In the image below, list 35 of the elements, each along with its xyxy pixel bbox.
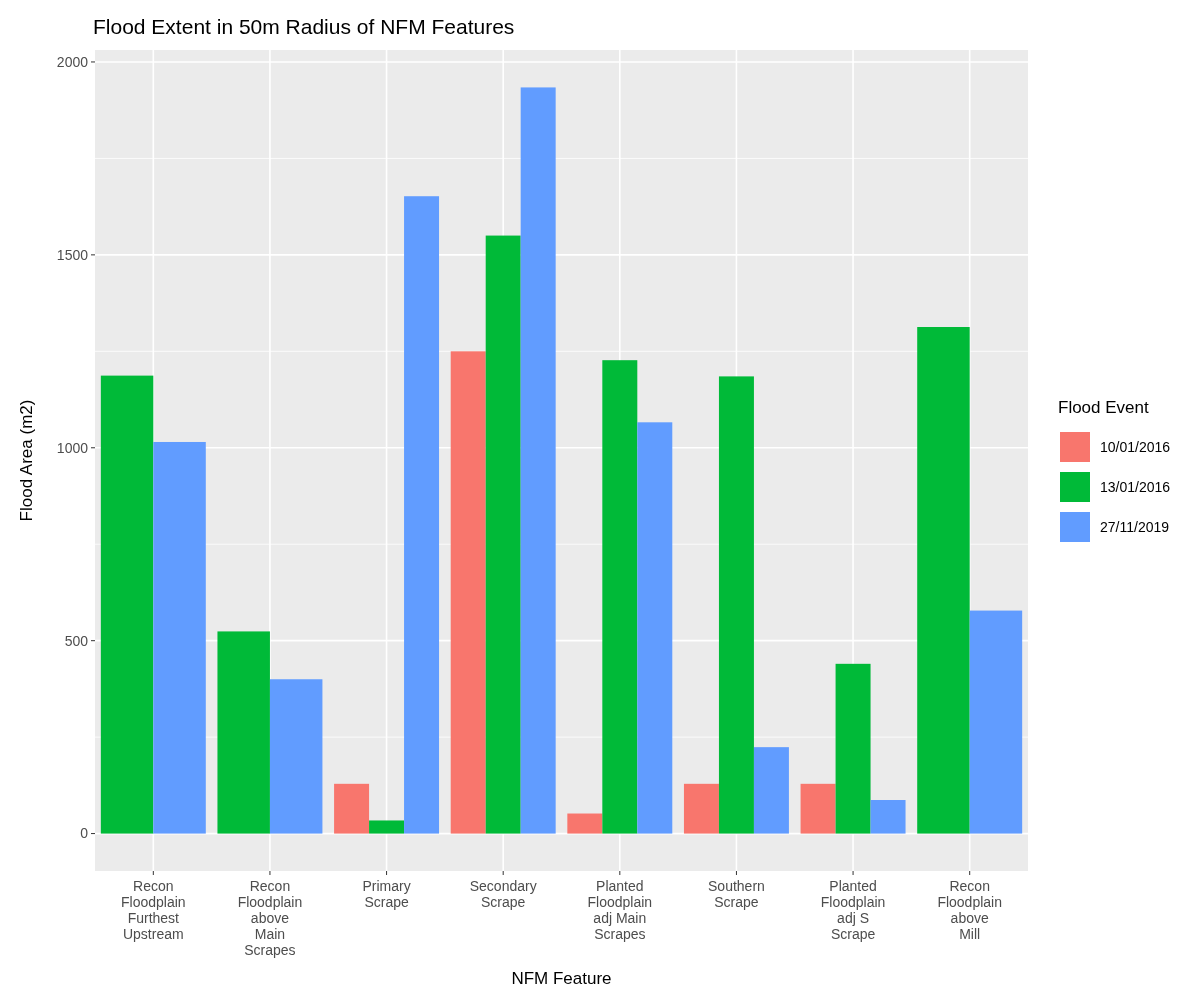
bar — [567, 813, 603, 834]
y-tick-label: 1500 — [56, 246, 89, 263]
bar — [800, 783, 836, 834]
x-tick-label: Primary Scrape — [362, 878, 411, 910]
bar — [602, 360, 638, 834]
y-tick-label: 1000 — [56, 439, 89, 456]
x-tick-label: Recon Floodplain above Mill — [937, 878, 1002, 942]
bar — [334, 783, 370, 834]
x-tick-label: Southern Scrape — [708, 878, 765, 910]
x-axis-title: NFM Feature — [511, 969, 612, 988]
legend-title: Flood Event — [1058, 398, 1149, 417]
bar — [718, 376, 754, 834]
bar — [753, 747, 789, 834]
bar — [683, 783, 719, 834]
bar — [637, 422, 673, 834]
bar — [835, 663, 871, 834]
legend-label: 10/01/2016 — [1100, 438, 1171, 455]
bar — [450, 351, 486, 834]
x-tick-label: Recon Floodplain above Main Scrapes — [237, 878, 303, 958]
x-tick-label: Recon Floodplain Furthest Upstream — [121, 878, 186, 942]
x-tick-label: Planted Floodplain adj Main Scrapes — [587, 878, 653, 942]
bar — [520, 87, 556, 834]
y-axis-title: Flood Area (m2) — [17, 399, 36, 522]
bar — [404, 196, 440, 834]
bar — [870, 800, 906, 834]
y-tick-label: 0 — [80, 825, 89, 842]
legend-label: 27/11/2019 — [1100, 518, 1170, 535]
y-tick-label: 2000 — [56, 53, 89, 70]
bar — [485, 235, 521, 834]
x-tick-label: Secondary Scrape — [469, 878, 537, 910]
bar — [369, 820, 405, 834]
x-tick-label: Planted Floodplain adj S Scrape — [820, 878, 886, 942]
legend-label: 13/01/2016 — [1100, 478, 1171, 495]
chart-title: Flood Extent in 50m Radius of NFM Features — [93, 15, 515, 38]
y-tick-label: 500 — [64, 632, 89, 649]
